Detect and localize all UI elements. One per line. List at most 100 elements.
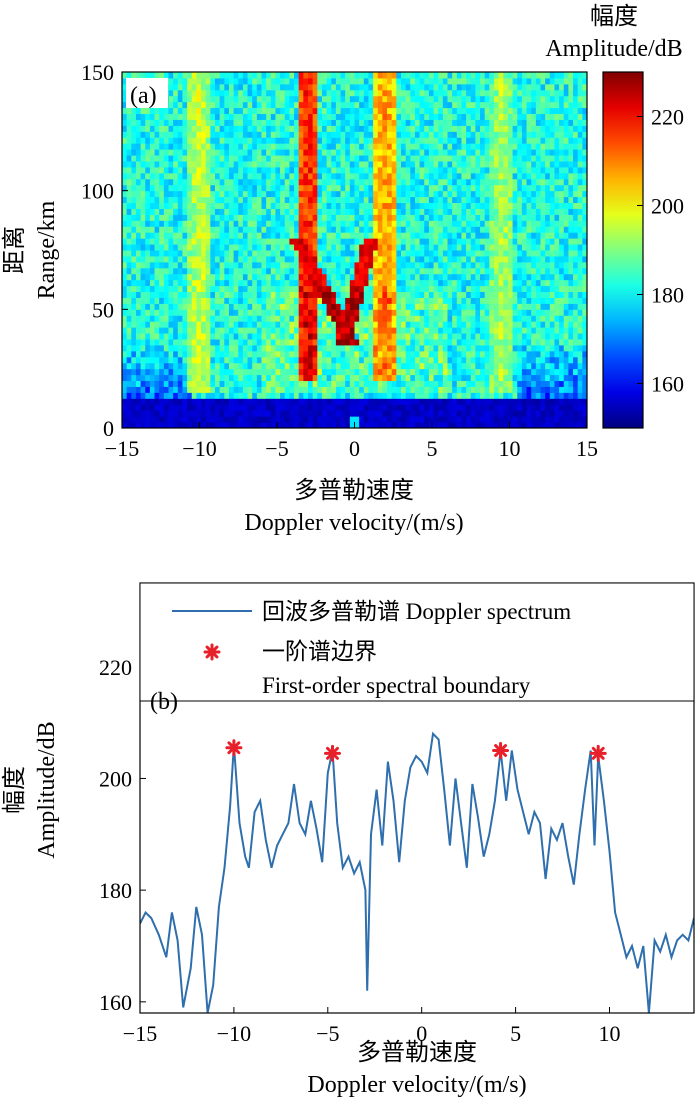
heatmap-cell <box>122 232 128 239</box>
heatmap-cell <box>466 208 472 215</box>
heatmap-cell <box>168 178 174 186</box>
heatmap-cell <box>233 244 239 251</box>
heatmap-cell <box>387 143 393 150</box>
heatmap-cell <box>396 178 402 186</box>
heatmap-cell <box>433 327 439 334</box>
heatmap-cell <box>219 208 225 215</box>
heatmap-cell <box>135 339 142 346</box>
heatmap-cell <box>270 244 276 251</box>
heatmap-cell <box>326 89 332 97</box>
heatmap-cell <box>149 291 156 298</box>
heatmap-cell <box>145 250 151 257</box>
heatmap-cell <box>419 89 425 97</box>
heatmap-cell <box>308 166 314 174</box>
heatmap-cell <box>419 309 425 316</box>
heatmap-cell <box>456 155 462 162</box>
heatmap-cell <box>154 344 160 352</box>
heatmap-cell <box>187 333 193 340</box>
heatmap-cell <box>168 208 174 215</box>
heatmap-cell <box>312 77 318 85</box>
heatmap-cell <box>410 95 416 103</box>
heatmap-cell <box>177 125 183 132</box>
heatmap-cell <box>503 327 509 334</box>
heatmap-cell <box>135 149 142 156</box>
heatmap-cell <box>210 333 216 340</box>
heatmap-cell <box>182 190 188 198</box>
heatmap-cell <box>280 137 286 144</box>
heatmap-cell <box>433 255 439 263</box>
heatmap-cell <box>163 374 169 382</box>
heatmap-cell <box>373 291 379 298</box>
heatmap-cell <box>480 244 486 251</box>
heatmap-cell <box>494 333 500 340</box>
heatmap-cell <box>456 327 462 334</box>
heatmap-cell <box>122 131 128 138</box>
heatmap-cell <box>242 273 249 281</box>
heatmap-cell <box>494 374 500 382</box>
heatmap-cell <box>135 291 142 298</box>
heatmap-cell <box>363 166 369 174</box>
heatmap-cell <box>475 226 481 233</box>
heatmap-cell <box>470 72 476 79</box>
heatmap-cell <box>242 315 249 322</box>
heatmap-cell <box>391 398 397 405</box>
heatmap-cell <box>428 208 435 215</box>
heatmap-cell <box>401 350 407 358</box>
heatmap-cell <box>340 244 346 251</box>
heatmap-cell <box>247 149 253 156</box>
heatmap-cell <box>396 89 402 97</box>
heatmap-cell <box>368 303 374 310</box>
heatmap-cell <box>466 398 472 405</box>
heatmap-cell <box>247 368 253 376</box>
heatmap-cell <box>428 226 435 233</box>
heatmap-cell <box>131 196 137 204</box>
heatmap-cell <box>461 404 467 411</box>
heatmap-cell <box>219 113 225 120</box>
heatmap-cell <box>294 386 300 393</box>
heatmap-cell <box>401 267 407 275</box>
heatmap-cell <box>377 339 383 346</box>
heatmap-cell <box>326 161 332 168</box>
heatmap-cell <box>475 291 481 298</box>
heatmap-cell <box>461 267 467 275</box>
heatmap-cell <box>475 374 481 382</box>
heatmap-cell <box>489 404 495 411</box>
heatmap-cell <box>456 386 462 393</box>
heatmap-cell <box>270 190 276 198</box>
heatmap-cell <box>201 333 207 340</box>
heatmap-cell <box>456 297 462 304</box>
heatmap-cell <box>275 344 281 352</box>
heatmap-cell <box>433 362 439 370</box>
heatmap-cell <box>210 83 216 91</box>
heatmap-cell <box>368 410 374 417</box>
heatmap-cell <box>280 297 286 304</box>
heatmap-cell <box>433 95 439 103</box>
heatmap-cell <box>480 350 486 358</box>
heatmap-cell <box>480 113 486 120</box>
heatmap-cell <box>456 261 462 269</box>
heatmap-cell <box>163 202 169 209</box>
heatmap-cell <box>470 410 476 417</box>
heatmap-cell <box>196 220 202 227</box>
heatmap-cell <box>340 77 346 85</box>
heatmap-cell <box>391 238 397 245</box>
heatmap-cell <box>205 279 211 287</box>
heatmap-cell <box>242 155 249 162</box>
heatmap-cell <box>349 416 355 423</box>
heatmap-cell <box>215 422 221 428</box>
heatmap-cell <box>363 178 369 186</box>
heatmap-cell <box>294 125 300 132</box>
heatmap-cell <box>424 95 430 103</box>
heatmap-cell <box>126 172 132 180</box>
heatmap-cell <box>131 303 137 310</box>
heatmap-cell <box>373 238 379 245</box>
heatmap-cell <box>382 208 388 215</box>
heatmap-cell <box>340 149 346 156</box>
heatmap-cell <box>331 184 337 192</box>
heatmap-cell <box>377 416 383 423</box>
heatmap-cell <box>349 238 355 245</box>
heatmap-cell <box>215 72 221 79</box>
heatmap-cell <box>419 77 425 85</box>
heatmap-cell <box>424 178 430 186</box>
heatmap-cell <box>284 250 290 257</box>
